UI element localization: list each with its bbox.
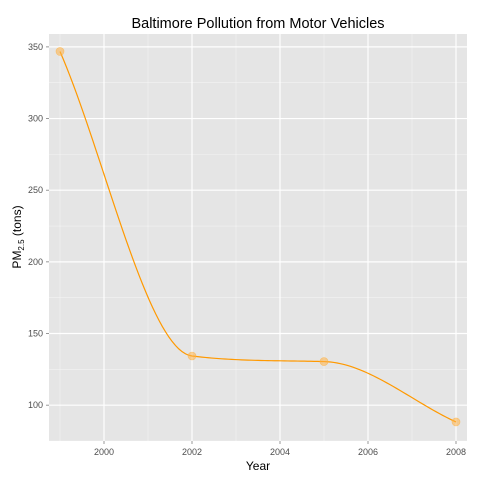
data-point (55, 47, 65, 56)
y-axis-title-suffix: (tons) (10, 205, 24, 239)
y-axis-title-subscript: 2.5 (17, 239, 26, 251)
x-tick-label: 2008 (446, 447, 466, 457)
chart-title: Baltimore Pollution from Motor Vehicles (131, 16, 384, 32)
y-axis-title: PM2.5 (tons) (10, 205, 26, 268)
plot-panel (49, 34, 467, 441)
y-axis: 100 150 200 250 300 350 (28, 42, 49, 410)
x-tick-label: 2004 (270, 447, 290, 457)
y-tick-label: 250 (28, 185, 43, 195)
y-axis-title-main: PM (10, 251, 24, 269)
x-tick-label: 2006 (358, 447, 378, 457)
y-tick-label: 200 (28, 257, 43, 267)
x-axis-title: Year (246, 459, 270, 473)
data-point (187, 351, 197, 361)
x-axis: 2000 2002 2004 2006 2008 (94, 441, 466, 457)
y-tick-label: 300 (28, 114, 43, 124)
x-tick-label: 2000 (94, 447, 114, 457)
y-tick-label: 350 (28, 42, 43, 52)
data-point (451, 417, 461, 427)
y-tick-label: 150 (28, 329, 43, 339)
data-point (319, 357, 329, 366)
series-layer (55, 47, 461, 427)
series-line (59, 51, 457, 423)
x-tick-label: 2002 (182, 447, 202, 457)
y-tick-label: 100 (28, 400, 43, 410)
grid-layer (49, 34, 467, 442)
